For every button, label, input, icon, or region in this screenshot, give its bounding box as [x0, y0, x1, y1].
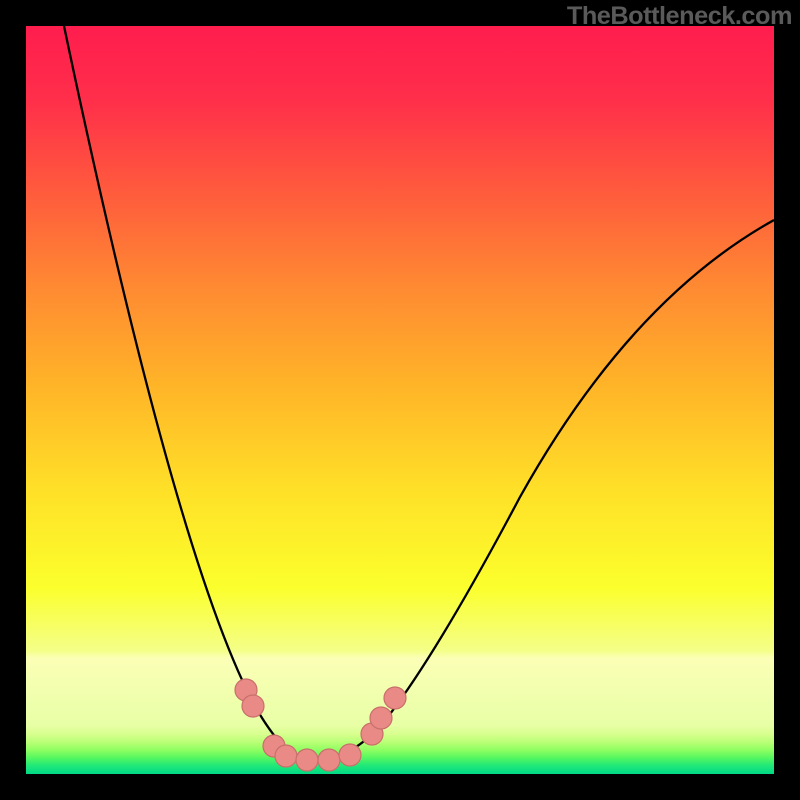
data-point-marker	[339, 744, 361, 766]
data-point-marker	[318, 749, 340, 771]
chart-stage: TheBottleneck.com	[0, 0, 800, 800]
plot-background-gradient	[26, 26, 774, 774]
data-point-marker	[275, 745, 297, 767]
data-point-marker	[242, 695, 264, 717]
bottleneck-chart	[0, 0, 800, 800]
watermark-text: TheBottleneck.com	[567, 2, 792, 31]
data-point-marker	[384, 687, 406, 709]
data-point-marker	[296, 749, 318, 771]
data-point-marker	[370, 707, 392, 729]
